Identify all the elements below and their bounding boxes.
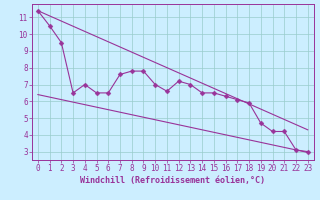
X-axis label: Windchill (Refroidissement éolien,°C): Windchill (Refroidissement éolien,°C) <box>80 176 265 185</box>
